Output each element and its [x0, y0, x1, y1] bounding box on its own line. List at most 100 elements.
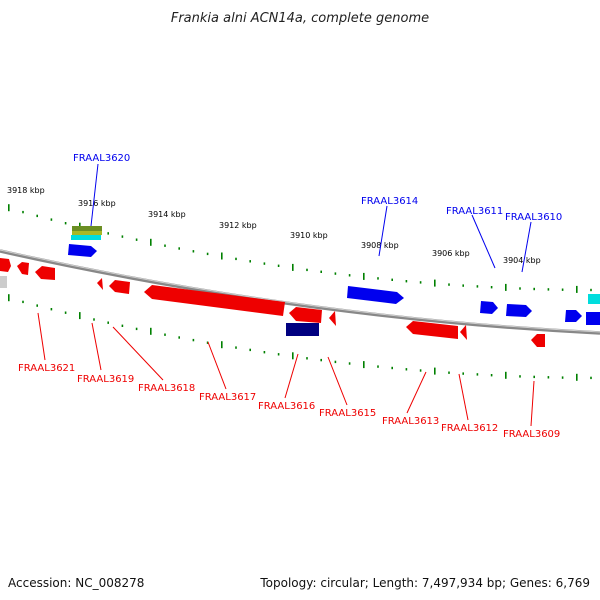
minor-scale-tick: [36, 304, 38, 307]
minor-scale-tick: [306, 268, 308, 272]
minor-scale-tick: [121, 324, 124, 327]
upper-scale-ticks: [8, 204, 592, 293]
genome-backbone-highlight: [0, 249, 600, 333]
minor-scale-tick: [320, 270, 322, 273]
minor-scale-tick: [235, 257, 237, 261]
gene-fraal3617-arrow[interactable]: [144, 285, 285, 316]
minor-scale-tick: [448, 283, 450, 286]
gene-label-fraal3617[interactable]: FRAAL3617: [199, 392, 256, 403]
gene-fraal3621b-arrow[interactable]: [35, 266, 55, 280]
gene-label-fraal3616[interactable]: FRAAL3616: [258, 401, 315, 412]
minor-scale-tick: [348, 362, 351, 365]
scale-label-3912: 3912 kbp: [219, 221, 257, 230]
minor-scale-tick: [192, 250, 195, 253]
minor-scale-tick: [377, 277, 379, 280]
minor-scale-tick: [164, 244, 166, 247]
gene-forward-arrow-edge[interactable]: [565, 310, 582, 322]
minor-scale-tick: [405, 280, 408, 283]
minor-scale-tick: [334, 360, 337, 364]
gene-label-fraal3615[interactable]: FRAAL3615: [319, 408, 376, 419]
gene-fraal3613-arrow[interactable]: [406, 321, 458, 339]
gene-label-fraal3610[interactable]: FRAAL3610: [505, 212, 562, 223]
gene-fraal3609-arrow[interactable]: [531, 334, 545, 347]
minor-scale-tick: [462, 372, 464, 375]
minor-scale-tick: [490, 286, 493, 289]
minor-scale-tick: [64, 311, 67, 314]
gene-label-fraal3611[interactable]: FRAAL3611: [446, 206, 503, 217]
minor-scale-tick: [334, 272, 337, 275]
major-scale-tick: [363, 272, 365, 280]
gene-edge-blue[interactable]: [586, 312, 600, 325]
gene-fraal3620[interactable]: [68, 226, 102, 257]
minor-scale-tick: [391, 278, 393, 281]
minor-scale-tick: [277, 353, 280, 356]
map-title: Frankia alni ACN14a, complete genome: [171, 11, 429, 26]
major-scale-tick: [434, 279, 436, 287]
minor-scale-tick: [419, 281, 422, 284]
minor-scale-tick: [64, 222, 67, 225]
minor-scale-tick: [107, 232, 109, 235]
minor-scale-tick: [519, 287, 521, 290]
gene-label-fraal3614[interactable]: FRAAL3614: [361, 196, 418, 207]
reverse-callouts: [37, 312, 535, 427]
gene-edge-cyan[interactable]: [588, 294, 600, 304]
gene-label-fraal3613[interactable]: FRAAL3613: [382, 416, 439, 427]
minor-scale-tick: [36, 214, 38, 218]
minor-scale-tick: [547, 376, 550, 379]
minor-scale-tick: [561, 376, 564, 379]
minor-scale-tick: [476, 373, 479, 376]
gene-label-fraal3609[interactable]: FRAAL3609: [503, 429, 560, 440]
gene-fraal3615-arrow[interactable]: [329, 311, 336, 326]
minor-scale-tick: [490, 374, 493, 377]
minor-scale-tick: [405, 368, 408, 371]
minor-scale-tick: [348, 274, 351, 277]
minor-scale-tick: [533, 287, 535, 291]
gene-fraal3610-arrow[interactable]: [506, 304, 532, 317]
topology-text: Topology: circular; Length: 7,497,934 bp…: [260, 576, 590, 590]
minor-scale-tick: [235, 346, 237, 349]
major-scale-tick: [505, 283, 507, 291]
minor-scale-tick: [561, 288, 564, 291]
minor-scale-tick: [164, 333, 166, 336]
scale-label-3908: 3908 kbp: [361, 241, 399, 250]
major-scale-tick: [505, 371, 507, 379]
scale-label-3906: 3906 kbp: [432, 249, 470, 258]
minor-scale-tick: [50, 218, 53, 221]
scale-label-3904: 3904 kbp: [503, 256, 541, 265]
gene-label-fraal3619[interactable]: FRAAL3619: [77, 374, 134, 385]
gene-label-fraal3612[interactable]: FRAAL3612: [441, 423, 498, 434]
gene-left-edge-gray[interactable]: [0, 276, 7, 288]
gene-left-edge-red[interactable]: [0, 258, 11, 272]
minor-scale-tick: [22, 210, 24, 214]
accession-text: Accession: NC_008278: [8, 576, 145, 590]
gene-fraal3612-arrow[interactable]: [460, 325, 467, 340]
major-scale-tick: [576, 285, 578, 293]
minor-scale-tick: [50, 308, 53, 311]
minor-scale-tick: [277, 264, 280, 267]
gene-fraal3621-arrow[interactable]: [17, 262, 29, 275]
gene-fraal3611-arrow[interactable]: [480, 301, 498, 314]
minor-scale-tick: [249, 260, 251, 263]
minor-scale-tick: [178, 336, 180, 339]
major-scale-tick: [8, 294, 10, 302]
major-scale-tick: [221, 252, 223, 260]
gene-fraal3618-arrow[interactable]: [109, 280, 130, 294]
gene-fraal3616-dark[interactable]: [286, 323, 319, 336]
minor-scale-tick: [135, 238, 138, 241]
gene-fraal3614-arrow[interactable]: [347, 286, 404, 304]
minor-scale-tick: [178, 247, 180, 250]
gene-fraal3616a-arrow[interactable]: [289, 307, 322, 323]
minor-scale-tick: [419, 369, 422, 372]
gene-fraal3619-arrow[interactable]: [97, 278, 103, 290]
minor-scale-tick: [590, 376, 592, 380]
minor-scale-tick: [107, 321, 109, 324]
minor-scale-tick: [22, 300, 24, 304]
minor-scale-tick: [547, 288, 550, 291]
gene-label-fraal3620[interactable]: FRAAL3620: [73, 153, 130, 164]
gene-label-fraal3618[interactable]: FRAAL3618: [138, 383, 195, 394]
lower-scale-ticks: [8, 294, 592, 381]
minor-scale-tick: [448, 371, 450, 374]
gene-label-fraal3621[interactable]: FRAAL3621: [18, 363, 75, 374]
minor-scale-tick: [93, 318, 95, 321]
